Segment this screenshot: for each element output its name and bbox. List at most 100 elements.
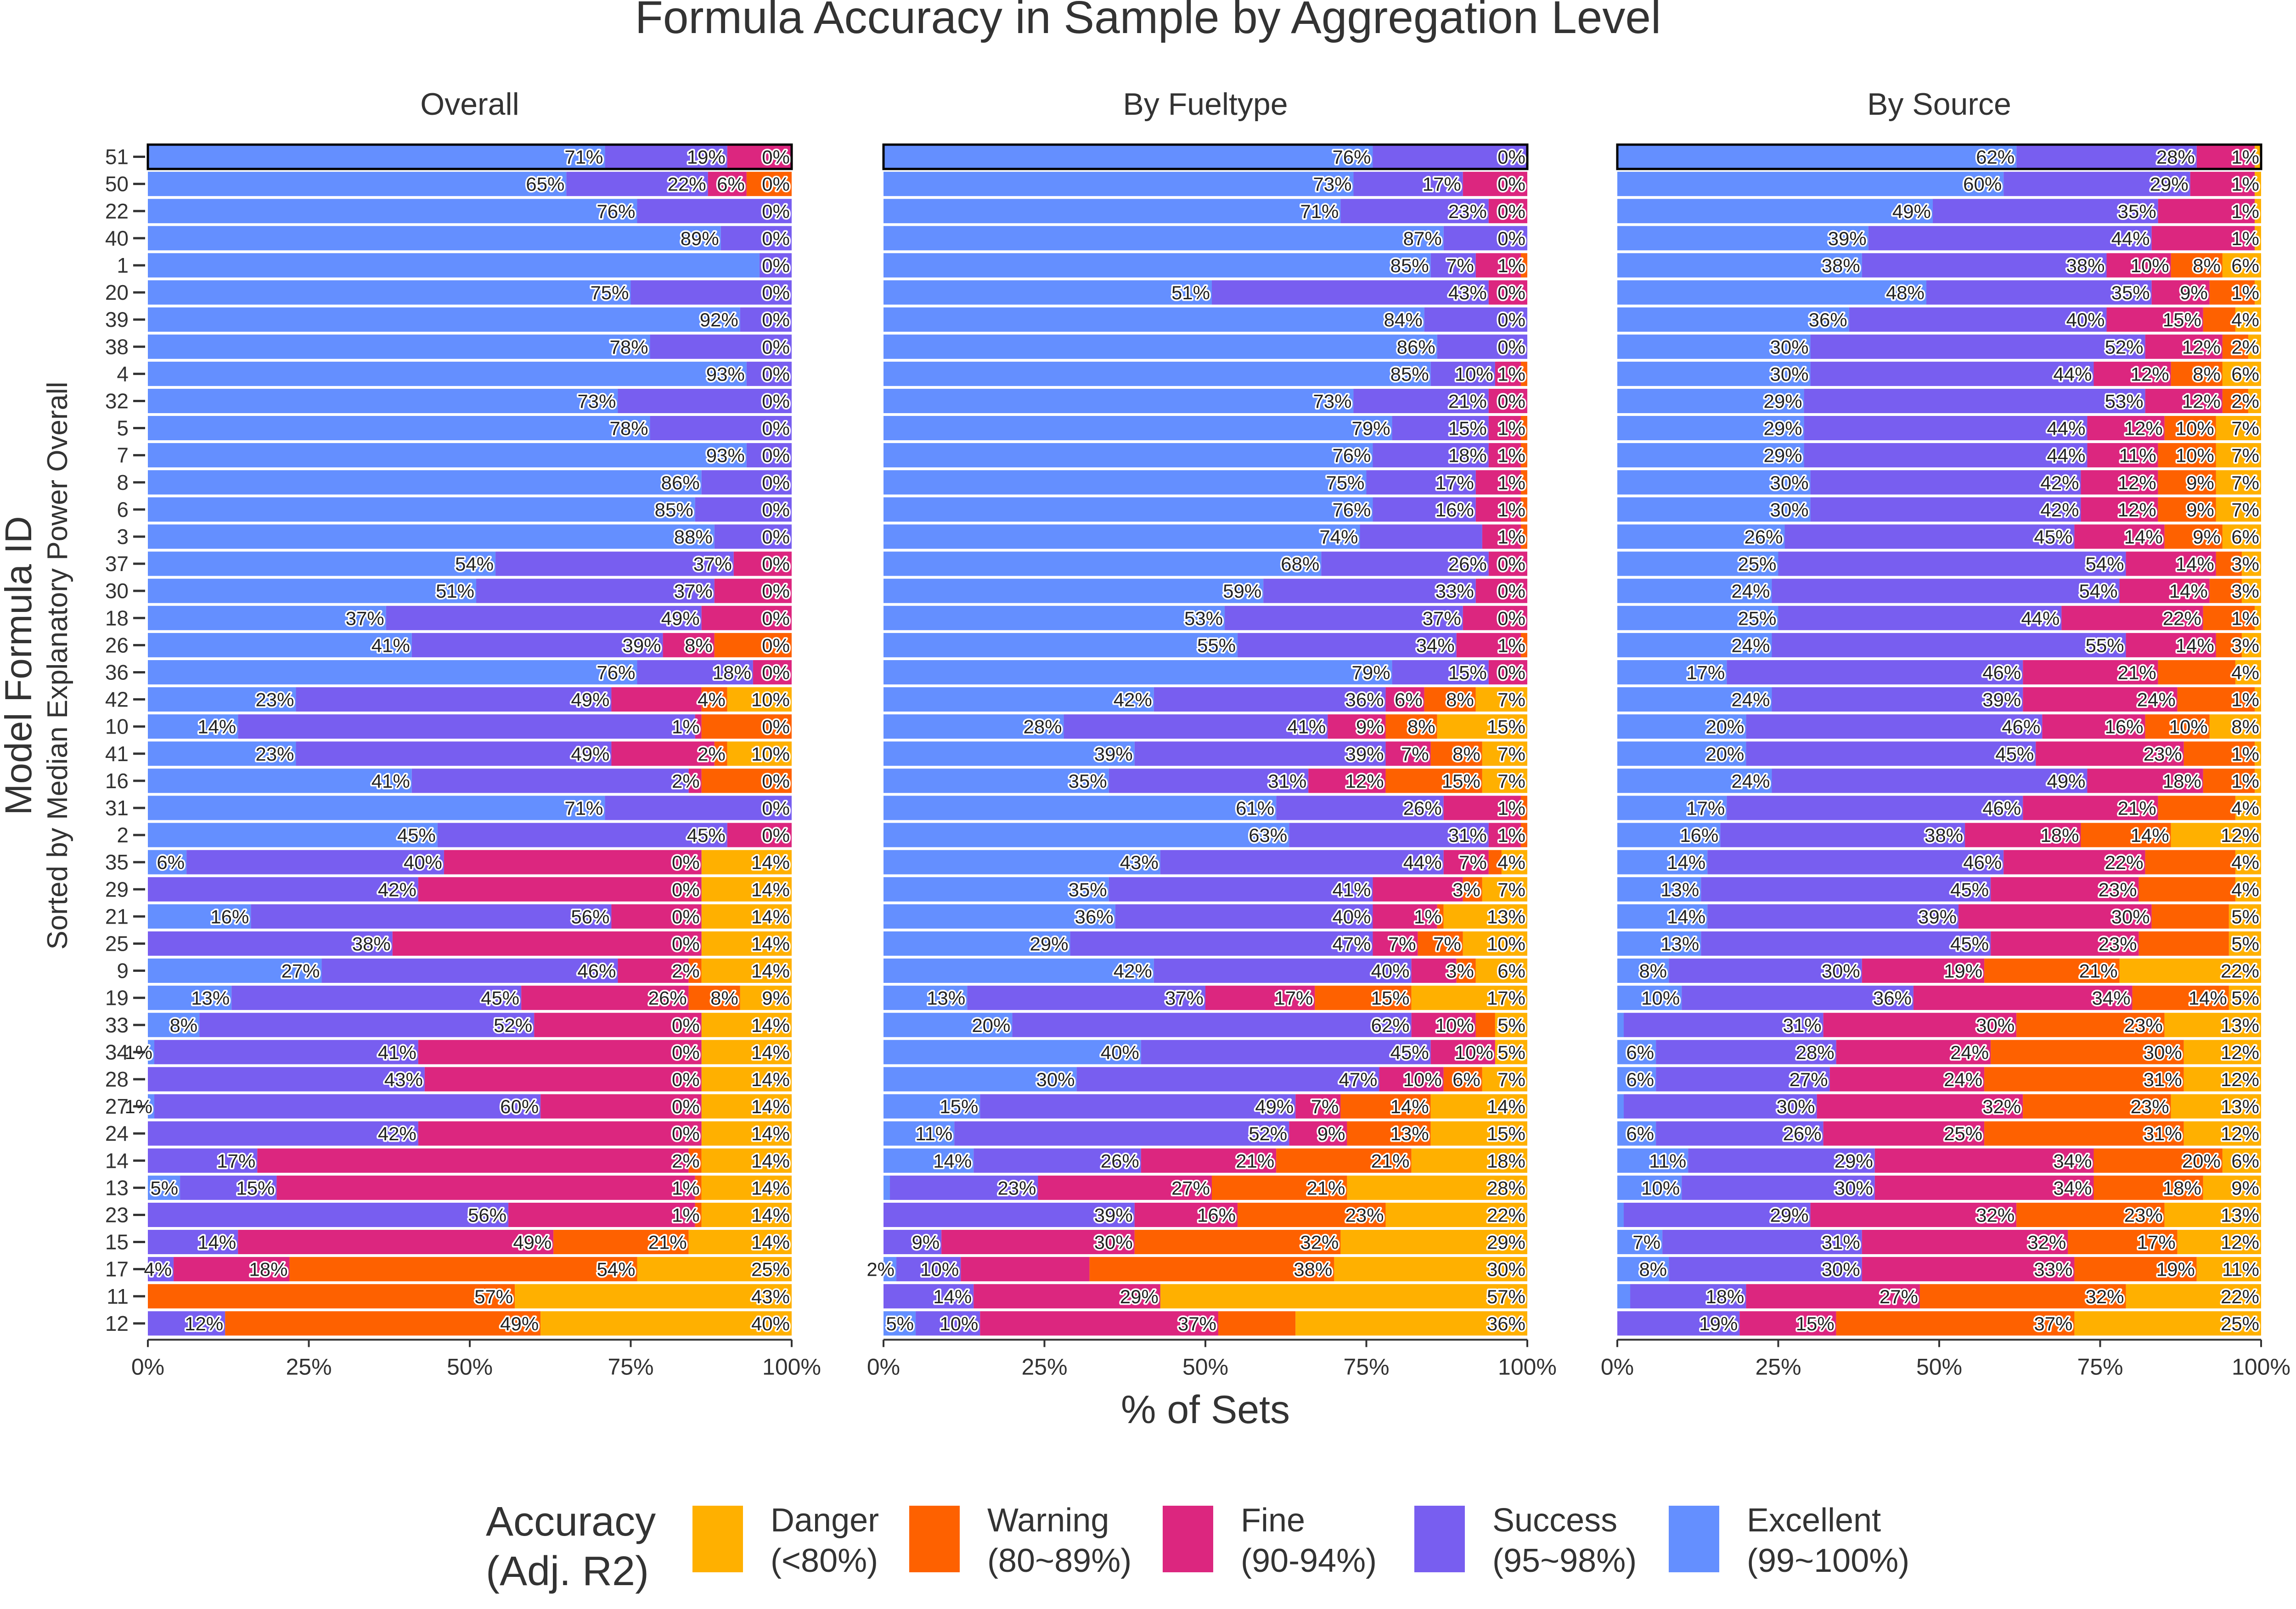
bar-segment-danger bbox=[1411, 986, 1527, 1010]
bar-segment-warning bbox=[2171, 361, 2223, 386]
data-label: 7% bbox=[1388, 933, 1416, 954]
bar-segment-fine bbox=[1965, 823, 2081, 847]
bar-segment-success bbox=[1682, 986, 1913, 1010]
data-label: 31% bbox=[1822, 1232, 1860, 1253]
bar-segment-excellent bbox=[1617, 497, 1811, 522]
data-label: 0% bbox=[762, 228, 790, 249]
bar-segment-fine bbox=[1475, 578, 1527, 603]
data-label: 40% bbox=[2066, 309, 2105, 331]
data-label: 61% bbox=[1236, 797, 1274, 819]
legend-label-range: (99~100%) bbox=[1747, 1542, 1909, 1579]
bar-segment-success bbox=[1160, 850, 1444, 875]
data-label: 84% bbox=[1384, 309, 1423, 331]
data-label: 5% bbox=[150, 1177, 178, 1199]
data-label: 29% bbox=[1764, 390, 1802, 412]
data-label: 12% bbox=[2182, 390, 2221, 412]
bar-segment-success bbox=[1263, 578, 1476, 603]
data-label: 6% bbox=[2231, 363, 2259, 385]
bar-segment-fine bbox=[1991, 931, 2139, 956]
bar-segment-success bbox=[916, 1311, 980, 1336]
bar-segment-fine bbox=[540, 1094, 702, 1119]
bar-segment-fine bbox=[2087, 416, 2165, 441]
data-label: 76% bbox=[1332, 146, 1371, 168]
data-label: 26% bbox=[1448, 553, 1487, 575]
bar-segment-danger bbox=[2254, 605, 2261, 630]
data-label: 21% bbox=[2118, 662, 2156, 683]
bar-segment-excellent bbox=[1617, 768, 1772, 793]
data-label: 9% bbox=[762, 987, 790, 1009]
bar-segment-excellent bbox=[884, 904, 1115, 929]
bar-segment-success bbox=[714, 524, 792, 549]
bar-segment-fine bbox=[1443, 796, 1521, 820]
bar-segment-success bbox=[695, 497, 792, 522]
bar-segment-excellent bbox=[884, 1121, 955, 1146]
data-label: 1% bbox=[2231, 201, 2259, 222]
bar-segment-danger bbox=[701, 904, 792, 929]
data-label: 15% bbox=[1796, 1313, 1835, 1334]
bar-segment-success bbox=[1778, 605, 2062, 630]
data-label: 29% bbox=[2150, 174, 2189, 195]
bar-segment-warning bbox=[1919, 1284, 2126, 1309]
data-label: 9% bbox=[2186, 499, 2214, 521]
bar-segment-excellent bbox=[884, 1040, 1141, 1065]
chart-title: Formula Accuracy in Sample by Aggregatio… bbox=[635, 0, 1661, 43]
data-label: 37% bbox=[346, 607, 384, 629]
data-label: 0% bbox=[1497, 662, 1525, 683]
data-label: 0% bbox=[672, 1015, 700, 1036]
data-label: 39% bbox=[1094, 743, 1133, 765]
bar-segment-success bbox=[1360, 524, 1482, 549]
bar-segment-danger bbox=[701, 1121, 792, 1146]
data-label: 9% bbox=[2180, 282, 2208, 303]
data-label: 24% bbox=[2137, 689, 2176, 711]
bar-segment-success bbox=[1276, 796, 1444, 820]
y-tick-label: 17 bbox=[105, 1257, 129, 1281]
data-label: 54% bbox=[455, 553, 494, 575]
bar-segment-danger bbox=[701, 1013, 792, 1037]
data-label: 30% bbox=[1094, 1232, 1133, 1253]
bar-segment-excellent bbox=[1617, 416, 1804, 441]
data-label: 14% bbox=[751, 1123, 790, 1144]
bar-segment-warning bbox=[2177, 687, 2255, 712]
bar-segment-success bbox=[1810, 334, 2145, 359]
bar-segment-warning bbox=[1089, 1257, 1334, 1282]
bar-segment-fine bbox=[941, 1230, 1135, 1255]
data-label: 14% bbox=[1390, 1096, 1429, 1117]
x-tick-label: 100% bbox=[1498, 1354, 1557, 1379]
data-label: 7% bbox=[1446, 255, 1474, 276]
data-label: 45% bbox=[1950, 879, 1989, 900]
data-label: 68% bbox=[1281, 553, 1319, 575]
bar-segment-excellent bbox=[1617, 1040, 1656, 1065]
bar-segment-warning bbox=[695, 1202, 702, 1227]
bar-segment-success bbox=[884, 1284, 974, 1309]
data-label: 13% bbox=[927, 987, 965, 1009]
bar-segment-success bbox=[650, 416, 792, 441]
data-label: 0% bbox=[672, 906, 700, 927]
bar-segment-danger bbox=[2074, 1311, 2261, 1336]
data-label: 76% bbox=[597, 201, 635, 222]
data-label: 24% bbox=[1731, 634, 1770, 656]
data-label: 21% bbox=[1306, 1177, 1345, 1199]
bar-segment-success bbox=[630, 280, 792, 305]
bar-segment-success bbox=[1373, 443, 1489, 468]
bar-segment-success bbox=[701, 470, 792, 495]
legend-swatch-danger bbox=[692, 1506, 743, 1572]
data-label: 1% bbox=[1497, 255, 1525, 276]
data-label: 7% bbox=[1497, 770, 1525, 792]
data-label: 0% bbox=[1497, 553, 1525, 575]
data-label: 14% bbox=[2131, 824, 2169, 846]
data-label: 62% bbox=[1976, 146, 2015, 168]
bar-segment-excellent bbox=[884, 796, 1277, 820]
bar-segment-fine bbox=[688, 768, 702, 793]
data-label: 32% bbox=[1982, 1096, 2021, 1117]
data-label: 19% bbox=[1944, 960, 1982, 982]
bar-segment-warning bbox=[148, 1284, 515, 1309]
data-label: 6% bbox=[1626, 1069, 1654, 1090]
data-label: 21% bbox=[1236, 1150, 1274, 1172]
data-label: 0% bbox=[762, 363, 790, 385]
data-label: 7% bbox=[2231, 472, 2259, 493]
data-label: 78% bbox=[609, 418, 648, 439]
data-label: 15% bbox=[1371, 987, 1410, 1009]
data-label: 24% bbox=[1950, 1042, 1989, 1063]
bar-segment-fine bbox=[1862, 1230, 2068, 1255]
bar-segment-success bbox=[1430, 361, 1495, 386]
